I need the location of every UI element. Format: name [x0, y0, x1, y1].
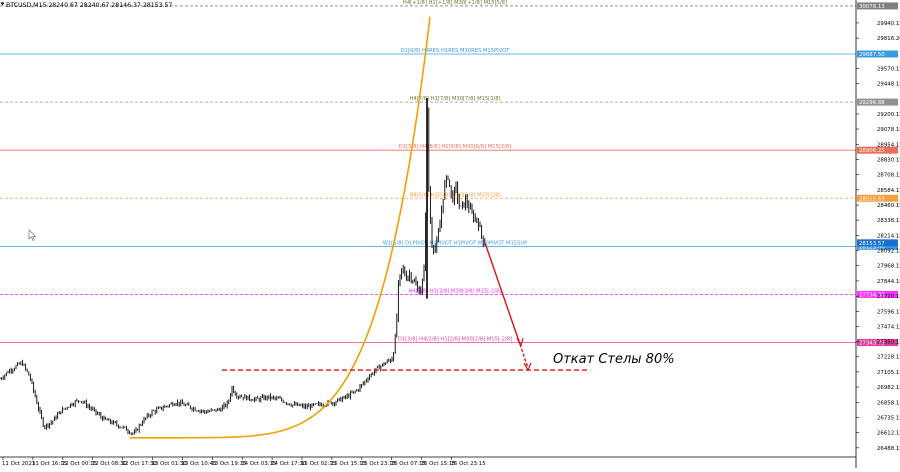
- projection-arrow-dashed: [519, 343, 529, 369]
- y-tick-label: 28584.15: [877, 188, 900, 194]
- y-tick-label: 29940.15: [877, 21, 900, 27]
- y-tick-label: 27474.15: [877, 324, 900, 330]
- retracement-annotation: Откат Стелы 80%: [553, 352, 675, 367]
- x-tick-label: 11 Oct 16:15: [32, 461, 67, 467]
- y-tick-label: 26735.15: [877, 415, 900, 421]
- level-label: D1[3/8] H4[2/8] H1[2/8] M30[2/8] M15[-2/…: [398, 337, 512, 343]
- level-price-tag-text: 30078.13: [859, 4, 885, 10]
- arrow-head-icon: [516, 337, 524, 347]
- y-tick-label: 26488.15: [877, 446, 900, 452]
- x-tick-label: 12 Oct 08:30: [92, 461, 128, 467]
- y-tick-label: 29200.15: [877, 112, 900, 118]
- x-tick-label: 14 Oct 03:15: [241, 461, 276, 467]
- level-price-tag-text: 27734.38: [859, 292, 885, 298]
- y-tick-label: 27968.15: [877, 264, 900, 270]
- levels-layer: H4[+1/8] H1[+1/8] M30[+1/8] M15[5/8] D1[6…: [0, 0, 856, 343]
- arrow-head-icon: [523, 362, 532, 372]
- y-tick-label: 29570.15: [877, 66, 900, 72]
- y-tick-label: 27105.15: [877, 370, 900, 376]
- level-label: H4[3/8] H1[3/8] M30[3/8] M15[-1/8]: [409, 288, 502, 294]
- level-label: W1[5/8] D1PIVOT H4PIVOT H1PIVOT M30PIVOT…: [383, 240, 528, 246]
- level-label: H4[+1/8] H1[+1/8] M30[+1/8] M15[5/8]: [403, 0, 507, 6]
- level-price-tag-text: 29687.50: [859, 52, 885, 58]
- x-tick-label: 13 Oct 19:15: [211, 461, 246, 467]
- y-tick-label: 27228.15: [877, 355, 900, 361]
- y-tick-label: 28338.15: [877, 218, 900, 224]
- x-tick-label: 14 Oct 17:30: [271, 461, 307, 467]
- y-tick-label: 26858.15: [877, 400, 900, 406]
- menu-triangle-icon[interactable]: [0, 2, 5, 6]
- y-tick-label: 27844.15: [877, 279, 900, 285]
- y-tick-label: 26982.15: [877, 385, 900, 391]
- x-tick-label: 12 Oct 17:30: [122, 461, 158, 467]
- y-tick-label: 28708.15: [877, 173, 900, 179]
- overlay-layer: [130, 16, 588, 439]
- level-price-tag: [857, 50, 898, 58]
- x-tick-label: 15 Oct 02:15: [301, 461, 336, 467]
- x-tick-label: 12 Oct 00:15: [62, 461, 97, 467]
- y-tick-label: 29816.20: [877, 36, 900, 42]
- level-label: D1[5/8] H4[6/8] H1[6/8] M30[6/8] M15[2/8…: [399, 144, 511, 150]
- level-price-tag: [857, 339, 898, 347]
- level-price-tag-text: 29296.88: [859, 100, 885, 106]
- level-label: D1[6/8] H4RES H1RES M30RES M15PIVOT: [401, 48, 511, 54]
- y-tick-label: 27720.15: [877, 294, 900, 300]
- mouse-cursor-icon: [28, 229, 37, 241]
- x-tick-label: 15 Oct 23:15: [361, 461, 396, 467]
- level-price-tag: [857, 146, 898, 154]
- level-price-tag: [857, 2, 898, 10]
- parabolic-curve: [130, 16, 431, 439]
- level-price-tag-text: 27343.75: [859, 341, 885, 347]
- y-tick-label: 28092.15: [877, 248, 900, 254]
- y-tick-label: 28830.15: [877, 158, 900, 164]
- x-tick-label: 15 Oct 15:15: [331, 461, 366, 467]
- x-tick-label: 13 Oct 01:30: [152, 461, 188, 467]
- current-price-tag-text: 28153.57: [859, 241, 885, 247]
- level-price-tag: [857, 242, 898, 250]
- x-tick-label: 16 Oct 15:15: [421, 461, 456, 467]
- y-tick-label: 27350.15: [877, 340, 900, 346]
- level-price-tag-text: 28515.63: [859, 196, 885, 202]
- y-tick-label: 29078.15: [877, 127, 900, 133]
- x-tick-label: 11 Oct 2023: [2, 461, 35, 467]
- y-tick-label: 29448.15: [877, 81, 900, 87]
- y-tick-label: 28460.15: [877, 203, 900, 209]
- projection-arrow-line: [484, 242, 521, 345]
- candles-layer: [0, 98, 486, 436]
- x-tick-label: 13 Oct 10:45: [181, 461, 216, 467]
- level-label: H4[5/8] H1[5/8] M30[5/8] M15[1/8]: [409, 192, 500, 198]
- x-tick-label: 16 Oct 23:15: [451, 461, 486, 467]
- level-price-tag: [857, 290, 898, 298]
- level-price-tag-text: 28906.25: [859, 148, 885, 154]
- level-price-tag: [857, 194, 898, 202]
- y-tick-label: 28954.15: [877, 142, 900, 148]
- y-tick-label: 27596.15: [877, 309, 900, 315]
- symbol-info-text: BTCUSD,M15 28240.67 28240.67 28146.37 28…: [6, 2, 172, 9]
- level-price-tag-text: 28125.00: [859, 244, 885, 250]
- y-tick-label: 28214.15: [877, 233, 900, 239]
- x-tick-label: 16 Oct 07:15: [391, 461, 426, 467]
- current-price-tag: [857, 239, 898, 247]
- level-price-tag: [857, 98, 898, 106]
- y-tick-label: 26612.15: [877, 431, 900, 437]
- level-label: H4[7/8] H1[7/8] M30[7/8] M15[3/8]: [409, 96, 500, 102]
